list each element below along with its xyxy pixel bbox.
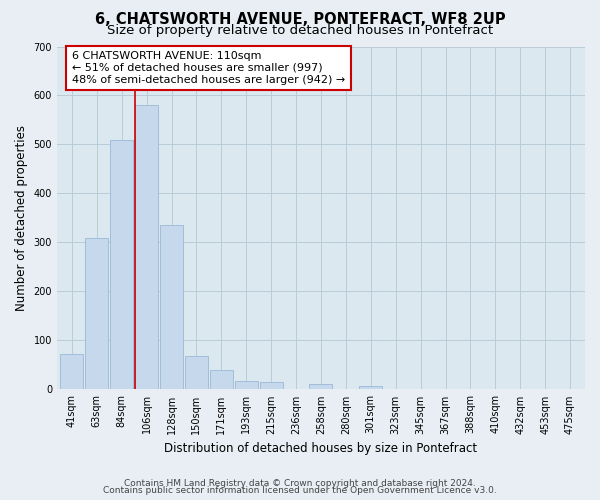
Bar <box>185 356 208 390</box>
Bar <box>235 380 257 390</box>
Bar <box>210 370 233 390</box>
Text: 6, CHATSWORTH AVENUE, PONTEFRACT, WF8 2UP: 6, CHATSWORTH AVENUE, PONTEFRACT, WF8 2U… <box>95 12 505 28</box>
Bar <box>110 140 133 390</box>
Bar <box>160 226 183 390</box>
Bar <box>61 354 83 390</box>
Bar <box>310 384 332 390</box>
Text: Contains HM Land Registry data © Crown copyright and database right 2024.: Contains HM Land Registry data © Crown c… <box>124 478 476 488</box>
Bar <box>359 386 382 390</box>
Text: Size of property relative to detached houses in Pontefract: Size of property relative to detached ho… <box>107 24 493 37</box>
Bar <box>85 238 108 390</box>
Y-axis label: Number of detached properties: Number of detached properties <box>15 125 28 311</box>
Bar <box>135 106 158 390</box>
Text: Contains public sector information licensed under the Open Government Licence v3: Contains public sector information licen… <box>103 486 497 495</box>
X-axis label: Distribution of detached houses by size in Pontefract: Distribution of detached houses by size … <box>164 442 478 455</box>
Bar <box>260 382 283 390</box>
Text: 6 CHATSWORTH AVENUE: 110sqm
← 51% of detached houses are smaller (997)
48% of se: 6 CHATSWORTH AVENUE: 110sqm ← 51% of det… <box>72 52 345 84</box>
